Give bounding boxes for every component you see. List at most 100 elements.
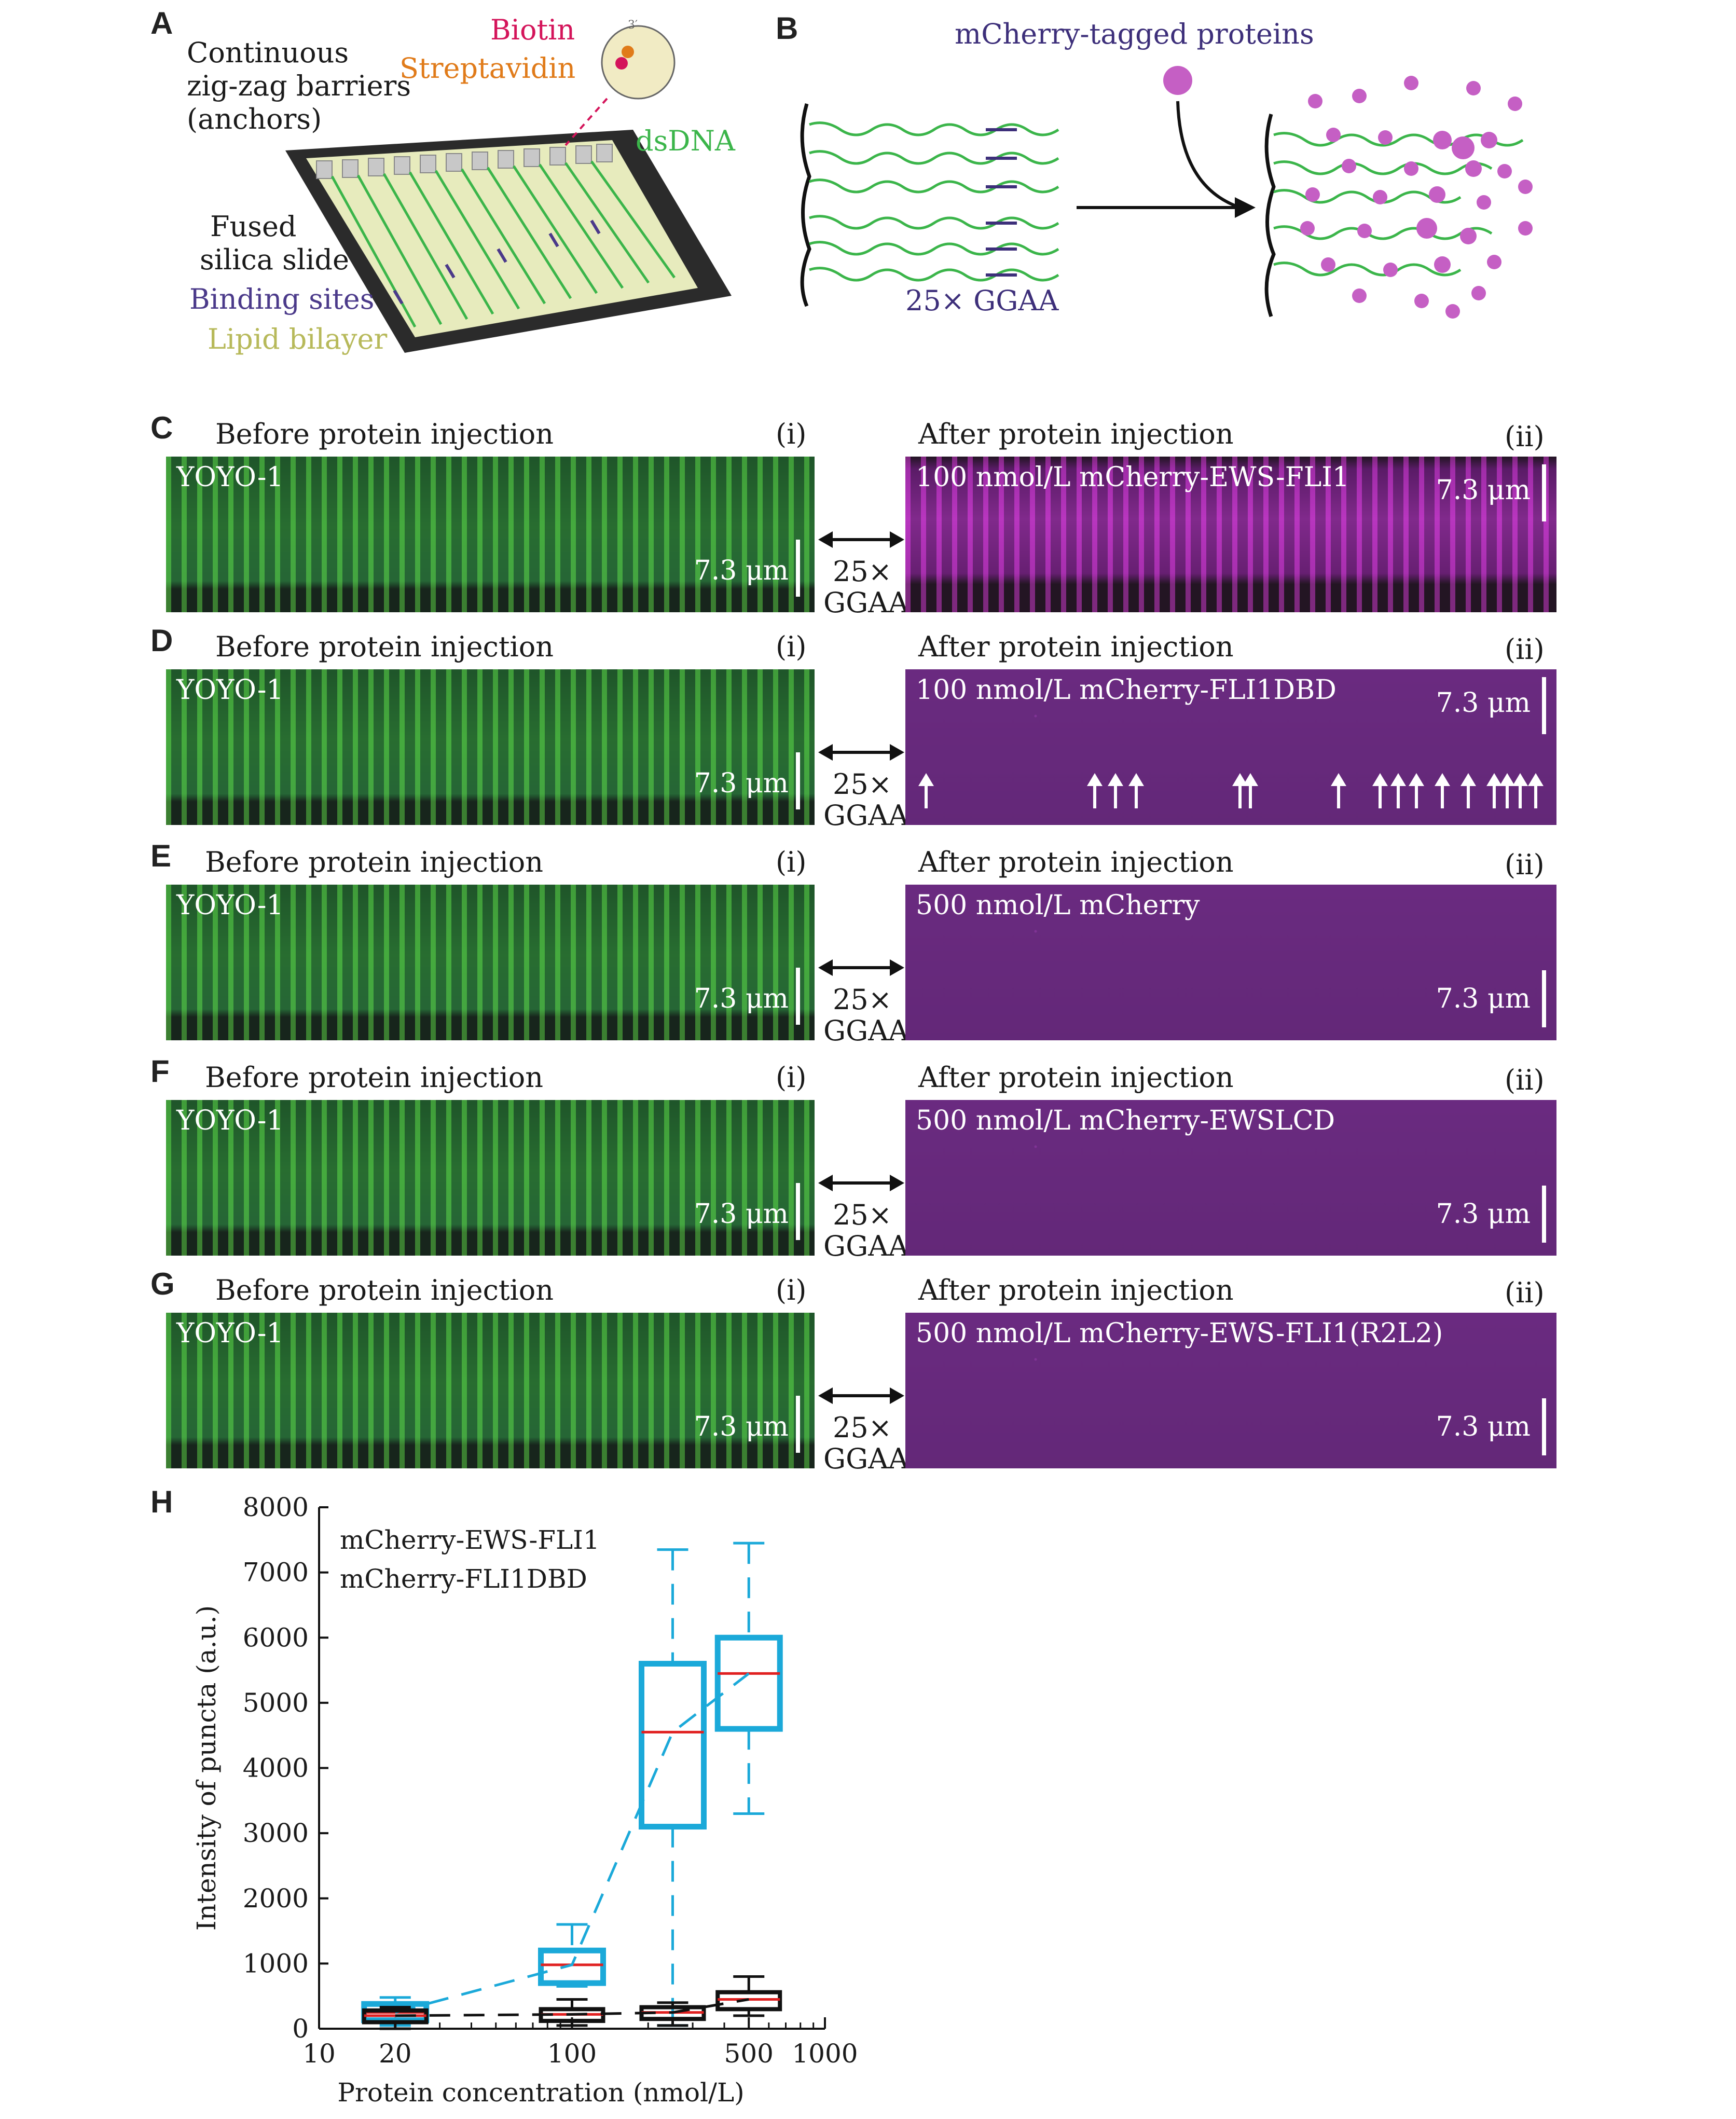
- yoyo-image: YOYO-1 7.3 μm: [166, 885, 815, 1040]
- before-title: Before protein injection: [215, 418, 554, 450]
- y-tick-label: 8000: [243, 1492, 309, 1522]
- arrow-head: [1235, 197, 1256, 218]
- link-count: 25×: [833, 1199, 892, 1231]
- x-tick-label: 20: [379, 2039, 412, 2069]
- after-title: After protein injection: [918, 418, 1234, 450]
- after-tag: (ii): [1505, 633, 1545, 666]
- x-tick-label: 10: [302, 2039, 336, 2069]
- left-dna-strands: [809, 121, 1059, 282]
- row-letter: E: [150, 838, 172, 873]
- barrier-row: [316, 144, 613, 179]
- after-tag: (ii): [1505, 1276, 1545, 1309]
- double-arrow: [818, 1175, 904, 1191]
- scale-label: 7.3 μm: [694, 1411, 789, 1442]
- scale-label: 7.3 μm: [694, 555, 789, 586]
- protein-label: 100 nmol/L mCherry-EWS-FLI1: [916, 462, 1349, 493]
- link-motif: GGAA: [823, 586, 909, 619]
- y-tick-label: 0: [292, 2014, 309, 2044]
- x-tick-label: 500: [724, 2039, 774, 2069]
- barriers-line-2: zig-zag barriers: [187, 70, 411, 102]
- x-tick-label: 100: [547, 2039, 597, 2069]
- link-count: 25×: [833, 983, 892, 1016]
- before-title: Before protein injection: [205, 1061, 544, 1094]
- before-title: Before protein injection: [215, 630, 554, 663]
- barriers-line-3: (anchors): [187, 103, 322, 135]
- mcherry-image: 100 nmol/L mCherry-FLI1DBD 7.3 μm: [905, 669, 1556, 825]
- after-title: After protein injection: [918, 1061, 1234, 1094]
- mcherry-image: 500 nmol/L mCherry-EWSLCD 7.3 μm: [905, 1100, 1556, 1256]
- panel-b-letter: B: [776, 11, 798, 46]
- puncta-arrow-icon: [1486, 773, 1502, 808]
- y-tick-label: 4000: [243, 1753, 309, 1783]
- double-arrow: [818, 531, 904, 548]
- right-anchor: [1264, 114, 1276, 318]
- puncta-arrow-icon: [1243, 773, 1258, 808]
- flow-cell-diagram: [285, 25, 732, 353]
- scale-label: 7.3 μm: [694, 768, 789, 799]
- binding-site-marks: [393, 219, 601, 305]
- after-tag: (ii): [1505, 1064, 1545, 1096]
- after-title: After protein injection: [918, 846, 1234, 878]
- before-tag: (i): [776, 418, 807, 450]
- yoyo-image: YOYO-1 7.3 μm: [166, 1313, 815, 1468]
- double-arrow: [818, 959, 904, 976]
- row-letter: F: [150, 1054, 170, 1089]
- before-tag: (i): [776, 630, 807, 663]
- box-iqr: [715, 1990, 782, 2012]
- before-title: Before protein injection: [215, 1274, 554, 1306]
- dna-binding-schematic: [800, 66, 1533, 319]
- scale-label: 7.3 μm: [1436, 983, 1531, 1014]
- y-tick-label: 6000: [243, 1622, 309, 1653]
- double-arrow: [818, 744, 904, 761]
- after-tag: (ii): [1505, 848, 1545, 881]
- panel-h-letter: H: [150, 1484, 173, 1519]
- barriers-label: Continuous zig-zag barriers (anchors): [187, 36, 411, 136]
- puncta-arrow-icon: [1435, 773, 1450, 808]
- scale-bar: [1542, 677, 1546, 734]
- before-tag: (i): [776, 846, 807, 878]
- before-tag: (i): [776, 1061, 807, 1094]
- fused-silica-label: Fused silica slide: [200, 210, 349, 277]
- puncta-arrow-icon: [1232, 773, 1248, 808]
- puncta-arrow-icon: [1461, 773, 1476, 808]
- row-letter: C: [150, 410, 173, 445]
- scale-bar: [796, 540, 800, 597]
- y-tick-label: 2000: [243, 1883, 309, 1914]
- streptavidin-icon: [622, 46, 634, 58]
- scale-bar: [796, 1396, 800, 1453]
- scale-bar: [1542, 1186, 1546, 1243]
- scale-bar: [1542, 1398, 1546, 1455]
- lipid-bilayer-label: Lipid bilayer: [208, 323, 388, 355]
- box-iqr: [638, 1661, 707, 1830]
- yoyo-label: YOYO-1: [176, 1105, 284, 1136]
- scale-label: 7.3 μm: [694, 983, 789, 1014]
- panel-b-title: mCherry-tagged proteins: [955, 18, 1314, 50]
- ggaa-label: 25× GGAA: [905, 284, 1059, 317]
- scale-bar: [796, 1183, 800, 1240]
- row-letter: G: [150, 1267, 175, 1301]
- protein-label: 500 nmol/L mCherry-EWS-FLI1(R2L2): [916, 1318, 1443, 1349]
- y-tick-label: 5000: [243, 1688, 309, 1718]
- yoyo-image: YOYO-1 7.3 μm: [166, 669, 815, 825]
- x-tick-label: 1000: [792, 2039, 858, 2069]
- bound-proteins: [1300, 76, 1533, 319]
- row-letter: D: [150, 623, 173, 658]
- link-motif: GGAA: [823, 1230, 909, 1262]
- protein-label: 500 nmol/L mCherry-EWSLCD: [916, 1105, 1335, 1136]
- puncta-arrow-icon: [1499, 773, 1515, 808]
- fused-line-1: Fused: [210, 210, 297, 243]
- binding-arrow-curve: [1176, 101, 1241, 209]
- puncta-arrow-icon: [1108, 773, 1123, 808]
- double-arrow: [818, 1387, 904, 1404]
- link-motif: GGAA: [823, 1014, 909, 1047]
- scale-bar: [796, 752, 800, 809]
- median-trend-line: [395, 1672, 750, 2014]
- lipid-bilayer: [306, 140, 698, 337]
- biotin-icon: [615, 57, 628, 70]
- yoyo-label: YOYO-1: [176, 462, 284, 493]
- scale-label: 7.3 μm: [1436, 475, 1531, 506]
- yoyo-image: YOYO-1 7.3 μm: [166, 457, 815, 612]
- after-title: After protein injection: [918, 1274, 1234, 1306]
- y-tick-label: 3000: [243, 1818, 309, 1848]
- link-count: 25×: [833, 1411, 892, 1444]
